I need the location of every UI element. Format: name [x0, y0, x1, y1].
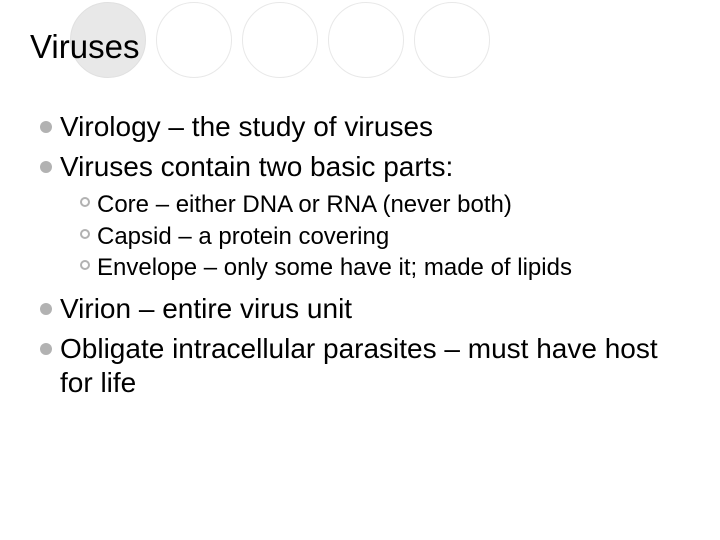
- slide-title: Viruses: [30, 28, 690, 66]
- bullet-text: Virion – entire virus unit: [60, 292, 352, 326]
- bullet-level2: Envelope – only some have it; made of li…: [80, 253, 690, 282]
- disc-bullet-icon: [40, 343, 52, 355]
- bullet-text: Core – either DNA or RNA (never both): [97, 190, 512, 219]
- ring-bullet-icon: [80, 229, 90, 239]
- bullet-level2: Capsid – a protein covering: [80, 222, 690, 251]
- bullet-level2: Core – either DNA or RNA (never both): [80, 190, 690, 219]
- disc-bullet-icon: [40, 303, 52, 315]
- bullet-text: Virology – the study of viruses: [60, 110, 433, 144]
- bullet-text: Envelope – only some have it; made of li…: [97, 253, 572, 282]
- bullet-text: Obligate intracellular parasites – must …: [60, 332, 690, 400]
- slide-content: Virology – the study of viruses Viruses …: [30, 110, 690, 401]
- sub-bullets: Core – either DNA or RNA (never both) Ca…: [40, 190, 690, 282]
- ring-bullet-icon: [80, 197, 90, 207]
- bullet-text: Capsid – a protein covering: [97, 222, 389, 251]
- bullet-level1: Obligate intracellular parasites – must …: [40, 332, 690, 400]
- slide: Viruses Virology – the study of viruses …: [0, 0, 720, 427]
- disc-bullet-icon: [40, 121, 52, 133]
- disc-bullet-icon: [40, 161, 52, 173]
- bullet-level1: Viruses contain two basic parts:: [40, 150, 690, 184]
- bullet-level1: Virology – the study of viruses: [40, 110, 690, 144]
- bullet-text: Viruses contain two basic parts:: [60, 150, 453, 184]
- ring-bullet-icon: [80, 260, 90, 270]
- bullet-level1: Virion – entire virus unit: [40, 292, 690, 326]
